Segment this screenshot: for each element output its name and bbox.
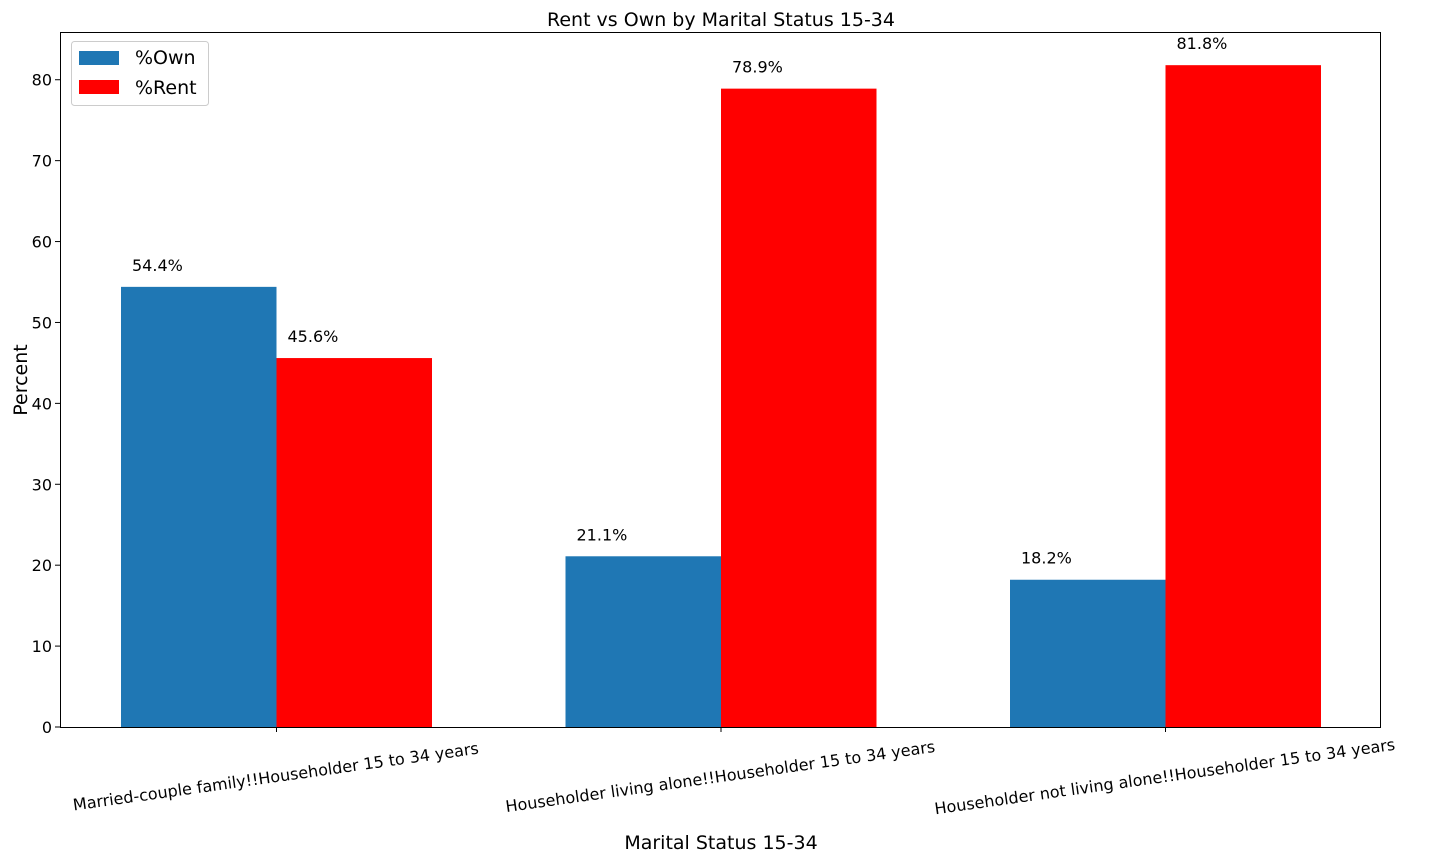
- data-label-rent-0: 45.6%: [288, 327, 339, 346]
- y-tick-label-80: 80: [32, 71, 52, 90]
- data-label-rent-2: 81.8%: [1177, 34, 1228, 53]
- y-axis: 0 10 20 30 40 50 60 70 80: [32, 71, 60, 737]
- y-tick-label-50: 50: [32, 313, 52, 332]
- data-labels-layer: 54.4% 21.1% 18.2% 45.6% 78.9% 81.8%: [132, 34, 1227, 568]
- y-tick-label-60: 60: [32, 233, 52, 252]
- bar-rent-1: [721, 88, 877, 727]
- bar-own-0: [121, 286, 277, 727]
- x-tick-label-0: Married-couple family!!Householder 15 to…: [72, 739, 480, 815]
- y-tick-label-0: 0: [42, 718, 52, 737]
- bar-rent-0: [276, 358, 432, 727]
- legend-label-rent: %Rent: [135, 77, 197, 99]
- y-tick-label-70: 70: [32, 152, 52, 171]
- legend-label-own: %Own: [135, 47, 196, 69]
- y-tick-label-10: 10: [32, 637, 52, 656]
- chart-title: Rent vs Own by Marital Status 15-34: [547, 9, 895, 31]
- legend-swatch-rent: [79, 80, 119, 94]
- data-label-own-1: 21.1%: [577, 525, 628, 544]
- y-axis-label: Percent: [10, 344, 32, 416]
- bar-rent-2: [1165, 65, 1321, 727]
- bar-own-1: [565, 556, 721, 727]
- x-axis-label: Marital Status 15-34: [624, 832, 817, 854]
- y-tick-label-20: 20: [32, 556, 52, 575]
- data-label-rent-1: 78.9%: [732, 58, 783, 77]
- legend: %Own %Rent: [71, 41, 209, 106]
- data-label-own-2: 18.2%: [1021, 549, 1072, 568]
- bar-own-2: [1010, 579, 1166, 727]
- x-tick-label-2: Householder not living alone!!Householde…: [933, 735, 1396, 818]
- y-tick-label-30: 30: [32, 475, 52, 494]
- y-tick-label-40: 40: [32, 394, 52, 413]
- x-axis: Married-couple family!!Householder 15 to…: [72, 727, 1396, 818]
- x-tick-label-1: Householder living alone!!Householder 15…: [504, 737, 936, 816]
- bars-layer: [121, 65, 1321, 727]
- legend-swatch-own: [79, 51, 119, 65]
- data-label-own-0: 54.4%: [132, 256, 183, 275]
